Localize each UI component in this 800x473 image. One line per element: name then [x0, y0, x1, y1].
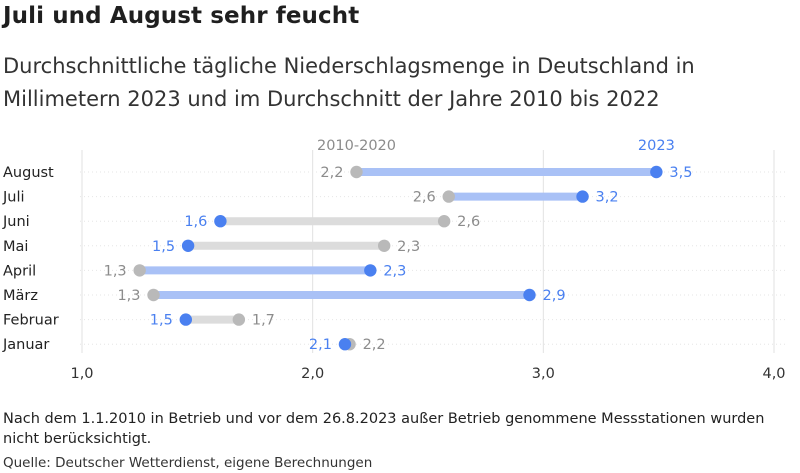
value-label-current: 3,5	[669, 165, 692, 181]
footnote: Nach dem 1.1.2010 in Betrieb und vor dem…	[3, 411, 765, 447]
dumbbell-chart: 1,0 2,0 3,0 4,0 2010-2020 2023 August 2,2 3,5 Jul…	[2, 138, 786, 382]
dot-baseline	[437, 215, 451, 228]
category-label: Januar	[2, 337, 49, 353]
series-label-current: 2023	[638, 138, 675, 154]
dot-current	[181, 239, 195, 252]
value-label-baseline: 2,6	[413, 190, 436, 206]
source-note: Quelle: Deutscher Wetterdienst, eigene B…	[3, 455, 373, 471]
x-tick-label: 3,0	[532, 366, 555, 382]
dot-baseline	[232, 313, 246, 326]
value-label-current: 1,6	[184, 214, 207, 230]
category-label: August	[3, 165, 54, 181]
category-label: Juni	[2, 214, 30, 230]
dot-baseline	[133, 264, 146, 277]
dot-current	[179, 313, 192, 326]
value-label-baseline: 1,3	[117, 288, 140, 304]
dot-baseline	[377, 239, 391, 252]
x-tick-label: 2,0	[301, 366, 324, 382]
dot-baseline	[442, 190, 455, 203]
category-label: Juli	[2, 190, 25, 206]
value-label-baseline: 2,3	[397, 239, 420, 255]
value-label-current: 1,5	[150, 313, 173, 329]
value-label-current: 3,2	[596, 190, 619, 206]
value-label-baseline: 1,7	[252, 313, 275, 329]
dot-baseline	[350, 165, 363, 179]
category-label: April	[3, 263, 36, 279]
dot-current	[214, 215, 227, 228]
dot-baseline	[147, 288, 160, 302]
dot-current	[364, 264, 377, 277]
chart-subtitle: Durchschnittliche tägliche Niederschlags…	[3, 54, 695, 111]
series-label-baseline: 2010-2020	[317, 138, 396, 154]
dot-current	[523, 288, 536, 302]
dot-current	[338, 338, 352, 351]
value-label-current: 2,9	[542, 288, 565, 304]
value-label-baseline: 2,2	[320, 165, 343, 181]
value-label-baseline: 2,2	[363, 337, 386, 353]
x-tick-label: 1,0	[70, 366, 93, 382]
dot-current	[650, 165, 663, 179]
x-tick-label: 4,0	[762, 366, 785, 382]
value-label-baseline: 2,6	[457, 214, 480, 230]
value-label-baseline: 1,3	[104, 263, 127, 279]
dot-current	[576, 190, 589, 203]
value-label-current: 2,1	[309, 337, 332, 353]
value-label-current: 1,5	[152, 239, 175, 255]
category-label: Mai	[3, 239, 28, 255]
category-label: Februar	[3, 313, 59, 329]
chart-title: Juli und August sehr feucht	[3, 3, 360, 29]
value-label-current: 2,3	[383, 263, 406, 279]
category-label: März	[3, 288, 38, 304]
